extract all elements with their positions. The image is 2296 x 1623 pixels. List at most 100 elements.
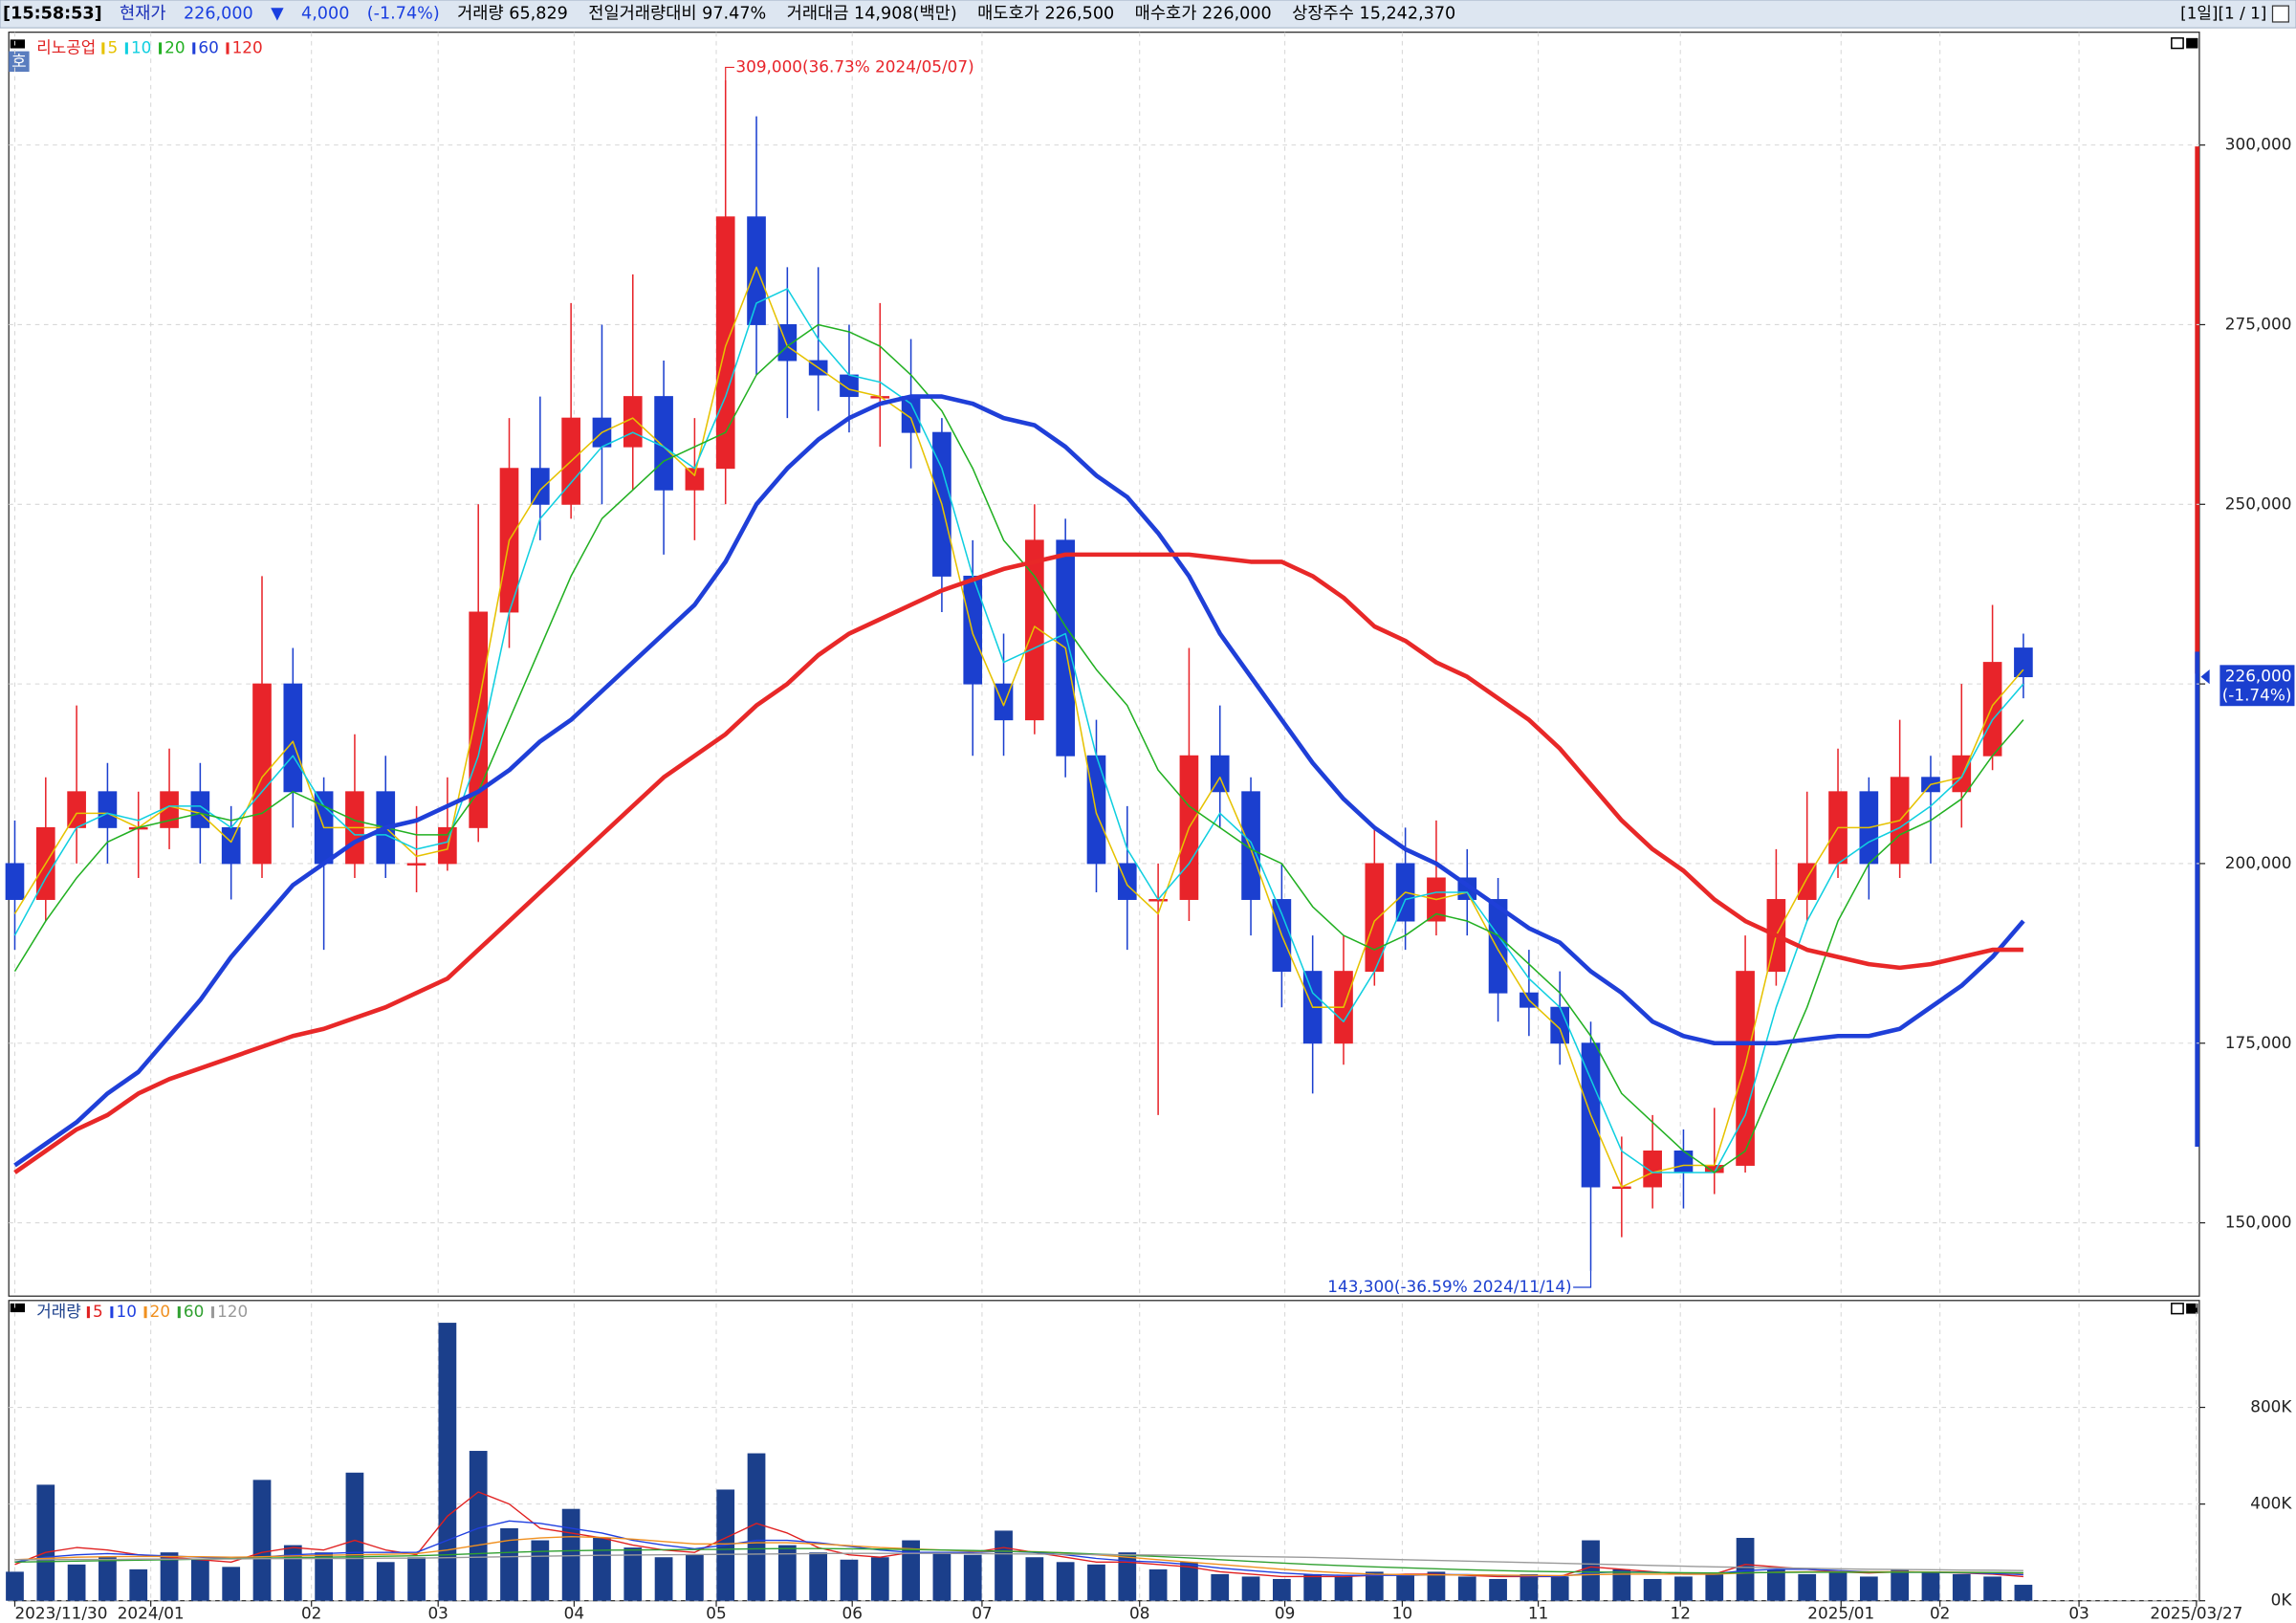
x-tick-label: 02 xyxy=(301,1604,321,1623)
legend-swatch xyxy=(124,42,128,55)
volume-bar xyxy=(1087,1564,1105,1601)
header-item: [15:58:53] xyxy=(3,5,102,24)
volume-bar xyxy=(1520,1573,1539,1601)
window-button[interactable] xyxy=(2271,5,2289,23)
candle-body xyxy=(1210,755,1230,793)
volume-bar xyxy=(777,1545,797,1601)
candle-body xyxy=(98,791,118,828)
volume-bar xyxy=(1457,1576,1476,1601)
legend-title: 거래량 xyxy=(36,1302,80,1321)
x-tick-label: 10 xyxy=(1392,1604,1412,1623)
volume-bar xyxy=(1582,1540,1600,1601)
volume-bar xyxy=(809,1552,828,1601)
candle-body xyxy=(1643,1150,1662,1188)
ma-line xyxy=(13,323,2024,1173)
volume-bar xyxy=(1828,1571,1848,1601)
volume-bar xyxy=(1025,1557,1044,1601)
candle-body xyxy=(1117,863,1137,900)
header-item: 226,000 xyxy=(184,5,253,24)
badge-box[interactable] xyxy=(9,51,30,73)
candle-body xyxy=(1982,662,2002,757)
header-item: 상장주수 15,242,370 xyxy=(1292,5,1455,24)
y-tick-label: 275,000 xyxy=(2225,314,2292,333)
candle-body xyxy=(1025,539,1044,721)
candle-body xyxy=(1488,899,1508,994)
volume-bar xyxy=(500,1527,518,1601)
annotation-leader xyxy=(1573,1270,1592,1288)
volume-bar xyxy=(2014,1585,2033,1601)
volume-bar xyxy=(902,1540,920,1601)
volume-bar xyxy=(67,1564,86,1601)
volume-bar xyxy=(1211,1573,1230,1601)
volume-bar xyxy=(686,1554,704,1601)
volume-bar xyxy=(469,1451,488,1601)
x-tick-label: 08 xyxy=(1129,1604,1149,1623)
volume-bar xyxy=(963,1554,982,1601)
ma-line xyxy=(14,1552,2023,1571)
header-item: 거래대금 14,908(백만) xyxy=(787,5,957,24)
legend-entry: 20 xyxy=(150,1302,170,1321)
volume-bar xyxy=(1365,1571,1384,1601)
volume-bar xyxy=(407,1557,426,1601)
y-tick-label: 250,000 xyxy=(2225,493,2292,513)
legend-swatch xyxy=(159,42,163,55)
volume-bar xyxy=(995,1530,1013,1601)
volume-bar xyxy=(1891,1568,1910,1601)
pane-close[interactable] xyxy=(2186,37,2198,49)
legend-entry: 60 xyxy=(184,1302,204,1321)
volume-bar xyxy=(1643,1578,1662,1601)
candle-body xyxy=(2014,647,2033,678)
legend-swatch xyxy=(177,1305,181,1319)
header-item: 매도호가 226,500 xyxy=(977,5,1114,24)
y-tick-label: 300,000 xyxy=(2225,135,2292,154)
volume-bar xyxy=(870,1557,889,1601)
volume-bar xyxy=(376,1562,395,1601)
volume-bar xyxy=(98,1557,117,1601)
legend-entry: 120 xyxy=(217,1302,248,1321)
candle-body xyxy=(1797,863,1817,900)
badge: 호 xyxy=(11,52,26,71)
range-bar-up xyxy=(2195,146,2199,674)
x-tick-label: 02 xyxy=(1930,1604,1950,1623)
header-item: 4,000 xyxy=(301,5,349,24)
volume-bar xyxy=(1148,1568,1168,1601)
volume-bar xyxy=(747,1453,766,1601)
volume-bar xyxy=(1674,1576,1693,1601)
volume-bar xyxy=(1612,1568,1631,1601)
volume-bar xyxy=(1767,1568,1785,1601)
x-tick-label: 03 xyxy=(2068,1604,2088,1623)
x-tick-label: 12 xyxy=(1671,1604,1691,1623)
ma-line xyxy=(13,266,2024,1188)
y-tick-label: 0K xyxy=(2271,1590,2293,1610)
x-tick-label: 2023/11/30 xyxy=(14,1604,107,1623)
candle-body xyxy=(1550,1006,1570,1044)
volume-bar xyxy=(1952,1573,1971,1601)
x-tick-label: 07 xyxy=(972,1604,992,1623)
volume-bar xyxy=(932,1552,951,1601)
pane-close[interactable] xyxy=(2186,1303,2198,1314)
volume-bar xyxy=(438,1323,457,1601)
ma-line xyxy=(13,394,2025,1168)
pane-button[interactable] xyxy=(2171,37,2184,50)
header-item: 전일거래량대비 97.47% xyxy=(588,5,766,24)
volume-bar xyxy=(1736,1538,1755,1601)
volume-bar xyxy=(561,1508,580,1601)
legend-swatch xyxy=(226,42,230,55)
x-tick-label: 06 xyxy=(842,1604,862,1623)
ma-line xyxy=(13,552,2023,1174)
legend-icon xyxy=(10,39,26,49)
ma-line xyxy=(13,288,2024,1173)
candle-body xyxy=(685,468,705,491)
volume-bar xyxy=(1550,1576,1569,1601)
price-marker xyxy=(2200,669,2210,685)
price-pane xyxy=(8,32,2200,1297)
volume-bar xyxy=(315,1552,333,1601)
volume-bar xyxy=(1489,1578,1507,1601)
candle-body xyxy=(252,683,272,865)
header-item: 거래량 65,829 xyxy=(457,5,568,24)
legend-icon xyxy=(10,1303,26,1313)
pane-button[interactable] xyxy=(2171,1303,2184,1315)
annotation: 143,300(-36.59% 2024/11/14) xyxy=(1327,1277,1571,1296)
volume-bar xyxy=(283,1545,302,1601)
